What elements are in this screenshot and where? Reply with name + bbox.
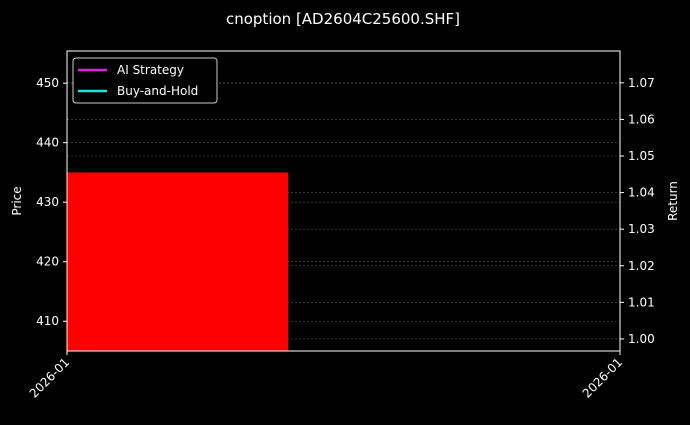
y2-tick-label: 1.04 (628, 186, 655, 200)
price-bar (67, 172, 289, 351)
y2-axis-label: Return (666, 181, 680, 221)
plot-frame (66, 50, 621, 352)
y-tick-label: 430 (36, 195, 59, 209)
y2-tick-label: 1.06 (628, 112, 655, 126)
y-tick-label: 410 (36, 314, 59, 328)
x-tick-label: 2026-01 (27, 355, 72, 400)
y2-tick-label: 1.03 (628, 222, 655, 236)
y-axis-label: Price (10, 186, 24, 215)
legend-label: Buy-and-Hold (117, 84, 198, 98)
legend: AI Strategy Buy-and-Hold (72, 57, 218, 104)
legend-box (72, 57, 218, 104)
bars (67, 172, 289, 351)
x-tick-label: 2026-01 (580, 355, 625, 400)
y-tick-label: 450 (36, 76, 59, 90)
y2-tick-label: 1.02 (628, 259, 655, 273)
chart-title: cnoption [AD2604C25600.SHF] (226, 10, 460, 28)
y-tick-label: 440 (36, 136, 59, 150)
y2-tick-label: 1.00 (628, 332, 655, 346)
y2-tick-label: 1.01 (628, 295, 655, 309)
legend-label: AI Strategy (117, 63, 184, 77)
y-tick-label: 420 (36, 255, 59, 269)
y2-tick-label: 1.07 (628, 76, 655, 90)
y2-tick-label: 1.05 (628, 149, 655, 163)
